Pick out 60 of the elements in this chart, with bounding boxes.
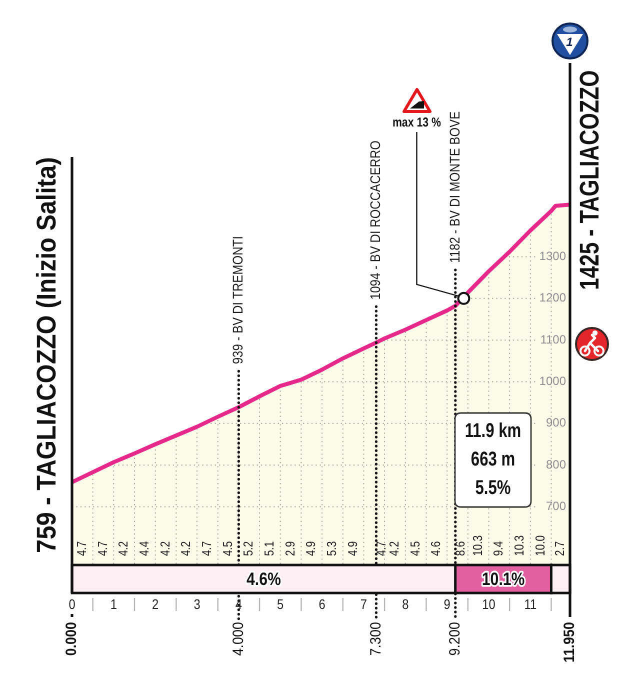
y-tick-label: 1000 <box>539 374 566 388</box>
x2-tick-label: 7.300 <box>368 622 385 656</box>
annotation: 10.3 <box>470 534 486 556</box>
x-tick-label: 11 <box>524 596 537 612</box>
annotation: max 13 % <box>392 114 442 130</box>
annotation: 4.4 <box>136 540 152 556</box>
y-tick-label: 800 <box>546 457 566 472</box>
annotation: 11.9 km <box>464 419 522 442</box>
x-tick-label: 4 <box>235 596 242 612</box>
annotation: 759 - TAGLIACOZZO (Inizio Salita) <box>32 157 62 553</box>
annotation: 5.5% <box>475 476 511 498</box>
annotation: 663 m <box>470 448 516 470</box>
annotation: 4.2 <box>157 541 173 556</box>
annotation: 4.6 <box>428 540 444 556</box>
annotation: 2.9 <box>282 540 298 556</box>
annotation: 4.7 <box>198 541 214 556</box>
y-tick-label: 1200 <box>539 290 566 305</box>
ref-line-label: 1094 - BV DI ROCCACERRO <box>367 140 384 300</box>
x-tick-label: 0 <box>68 596 76 612</box>
band-label: 4.6% <box>246 568 282 590</box>
triangle-badge-icon: 1 <box>551 22 589 60</box>
y-tick-label: 700 <box>546 499 566 514</box>
y-tick-label: 1100 <box>540 332 566 346</box>
annotation: 5.3 <box>324 540 340 556</box>
x-tick-label: 3 <box>194 596 200 612</box>
annotation: 4.7 <box>373 541 389 556</box>
annotation: 2.7 <box>552 541 568 556</box>
annotation: 5.2 <box>240 541 256 556</box>
x-tick-label: 2 <box>152 596 159 612</box>
annotation: 4.7 <box>94 541 110 556</box>
x2-tick-label: 9.200 <box>446 622 464 656</box>
annotation: 10.3 <box>512 534 527 556</box>
x2-tick-label: 11.950 <box>562 622 578 663</box>
x-tick-label: 7 <box>360 596 368 612</box>
annotation: 5.1 <box>262 540 277 556</box>
ref-line-label: 939 - BV DI TREMONTI <box>230 236 246 364</box>
x-tick-label: 1 <box>110 596 117 612</box>
annotation: 4.2 <box>386 541 402 556</box>
annotation: 4.5 <box>407 540 423 556</box>
y-tick-label: 900 <box>546 416 566 430</box>
annotation: 4.2 <box>116 541 131 556</box>
x2-tick-label: 4.000 <box>230 622 248 656</box>
x-tick-label: 5 <box>277 596 284 612</box>
annotation: 8.6 <box>452 540 468 556</box>
annotation: 4.9 <box>303 540 318 556</box>
x-tick-label: 8 <box>402 596 409 612</box>
band-label: 10.1% <box>482 568 525 590</box>
x-tick-label: 9 <box>444 596 450 612</box>
annotation: 4.7 <box>74 541 90 556</box>
annotation: 9.4 <box>490 540 506 556</box>
annotation: 10.0 <box>532 534 548 556</box>
annotation: 4.5 <box>220 540 236 556</box>
x-tick-label: 10 <box>482 596 496 612</box>
y-tick-label: 1300 <box>539 249 566 264</box>
annotation: 1425 - TAGLIACOZZO <box>575 70 606 290</box>
x-tick-label: 6 <box>318 596 326 612</box>
x2-tick-label: 0.000 <box>64 622 80 656</box>
annotation: 4.9 <box>344 540 360 556</box>
ref-line-label: 1182 - BV DI MONTE BOVE <box>446 111 462 263</box>
annotation: 4.2 <box>178 541 194 556</box>
